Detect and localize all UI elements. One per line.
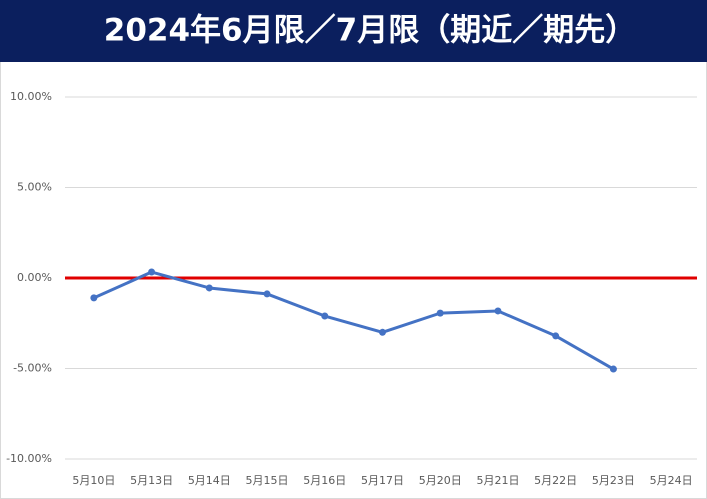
chart-title: 2024年6月限／7月限（期近／期先） xyxy=(104,13,636,49)
x-tick-label: 5月21日 xyxy=(476,474,519,487)
y-tick-label: -5.00% xyxy=(13,362,52,375)
data-point xyxy=(609,365,617,373)
data-point xyxy=(494,307,502,315)
x-tick-label: 5月23日 xyxy=(592,474,635,487)
x-tick-label: 5月22日 xyxy=(534,474,577,487)
data-point xyxy=(436,309,444,317)
y-tick-label: 10.00% xyxy=(10,90,52,103)
y-tick-label: 0.00% xyxy=(17,271,52,284)
y-tick-label: -10.00% xyxy=(6,452,52,465)
x-tick-label: 5月16日 xyxy=(303,474,346,487)
y-tick-label: 5.00% xyxy=(17,181,52,194)
x-tick-label: 5月17日 xyxy=(361,474,404,487)
x-tick-label: 5月15日 xyxy=(246,474,289,487)
series-line xyxy=(93,270,615,371)
data-point xyxy=(148,268,156,276)
data-point xyxy=(205,284,213,292)
x-tick-label: 5月14日 xyxy=(188,474,231,487)
x-tick-label: 5月10日 xyxy=(72,474,115,487)
x-tick-label: 5月24日 xyxy=(650,474,693,487)
data-point xyxy=(321,312,329,320)
title-banner xyxy=(0,0,707,62)
x-tick-label: 5月13日 xyxy=(130,474,173,487)
data-point xyxy=(90,294,98,302)
data-point xyxy=(552,332,560,340)
x-tick-label: 5月20日 xyxy=(419,474,462,487)
data-point xyxy=(379,328,386,336)
data-point xyxy=(263,290,271,298)
